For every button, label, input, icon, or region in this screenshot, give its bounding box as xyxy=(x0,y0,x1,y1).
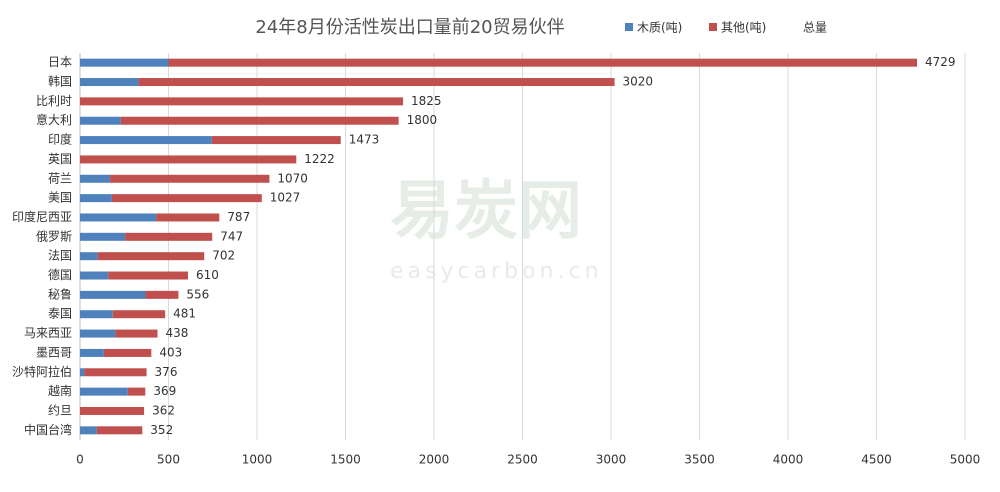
bar-segment xyxy=(80,116,121,125)
y-tick-label: 印度 xyxy=(48,132,72,147)
legend-label: 木质(吨) xyxy=(637,21,682,35)
x-tick-label: 2500 xyxy=(507,453,538,467)
total-label: 3020 xyxy=(623,75,654,89)
bar-segment xyxy=(80,78,139,87)
total-label: 438 xyxy=(166,326,189,340)
bar-segment xyxy=(112,310,166,319)
bar-segment xyxy=(168,58,918,67)
bar-segment xyxy=(80,213,157,222)
bar-segment xyxy=(80,406,145,415)
y-tick-label: 美国 xyxy=(48,191,72,205)
bar-segment xyxy=(80,426,97,435)
bar-segment xyxy=(96,426,143,435)
y-tick-label: 意大利 xyxy=(36,112,72,127)
x-tick-label: 1500 xyxy=(330,453,361,467)
total-label: 1027 xyxy=(270,191,301,205)
bar-segment xyxy=(80,232,126,241)
bar-segment xyxy=(120,116,399,125)
total-label: 4729 xyxy=(925,55,956,69)
bar-segment xyxy=(80,252,98,261)
legend-swatch xyxy=(709,23,717,31)
bar-segment xyxy=(108,271,188,280)
bar-segment xyxy=(97,252,205,261)
watermark-sub: easycarbon.cn xyxy=(390,259,603,284)
y-tick-label: 俄罗斯 xyxy=(36,229,72,243)
bar-segment xyxy=(80,136,212,145)
bar-segment xyxy=(80,194,112,203)
bar-segment xyxy=(127,387,146,396)
bar-segment xyxy=(80,310,113,319)
x-tick-label: 1000 xyxy=(242,453,273,467)
bar-segment xyxy=(80,368,85,377)
y-tick-label: 法国 xyxy=(48,249,72,263)
y-tick-label: 日本 xyxy=(48,55,72,69)
bar-segment xyxy=(80,329,116,338)
total-label: 702 xyxy=(212,249,235,263)
bar-segment xyxy=(110,174,270,183)
bar-segment xyxy=(125,232,213,241)
total-label: 369 xyxy=(153,384,176,398)
bar-segment xyxy=(156,213,220,222)
bar-segment xyxy=(111,194,262,203)
bar-segment xyxy=(138,78,615,87)
bar-segment xyxy=(80,155,297,164)
bar-segment xyxy=(80,174,111,183)
y-tick-label: 英国 xyxy=(48,152,72,166)
y-tick-label: 越南 xyxy=(48,383,72,398)
legend-label: 其他(吨) xyxy=(721,21,766,35)
y-tick-label: 墨西哥 xyxy=(36,345,72,359)
legend-label: 总量 xyxy=(803,21,827,35)
total-label: 1825 xyxy=(411,94,442,108)
y-tick-label: 沙特阿拉伯 xyxy=(12,364,72,379)
bar-segment xyxy=(84,368,147,377)
x-tick-label: 4000 xyxy=(773,453,804,467)
total-label: 1222 xyxy=(304,152,335,166)
y-tick-label: 韩国 xyxy=(48,74,72,89)
total-label: 787 xyxy=(227,210,250,224)
total-label: 1070 xyxy=(277,171,308,185)
x-tick-label: 2000 xyxy=(419,453,450,467)
bar-segment xyxy=(80,97,404,106)
bar-segment xyxy=(80,58,169,67)
total-label: 747 xyxy=(220,229,243,243)
total-label: 481 xyxy=(173,307,196,321)
total-label: 362 xyxy=(152,403,175,417)
total-label: 610 xyxy=(196,268,219,282)
bar-segment xyxy=(80,290,146,299)
legend-swatch xyxy=(625,23,633,31)
y-tick-label: 马来西亚 xyxy=(24,326,72,340)
total-label: 1800 xyxy=(407,113,438,127)
x-tick-label: 4500 xyxy=(861,453,892,467)
x-tick-label: 500 xyxy=(157,453,180,467)
y-tick-label: 德国 xyxy=(48,267,72,282)
total-label: 556 xyxy=(186,287,209,301)
x-tick-label: 3500 xyxy=(684,453,715,467)
bar-segment xyxy=(80,271,109,280)
chart-title: 24年8月份活性炭出口量前20贸易伙伴 xyxy=(255,17,564,38)
bar-segment xyxy=(80,387,128,396)
total-label: 376 xyxy=(155,365,178,379)
x-tick-label: 5000 xyxy=(950,453,981,467)
bar-segment xyxy=(211,136,341,145)
y-tick-label: 约旦 xyxy=(48,402,72,417)
bar-segment xyxy=(115,329,158,338)
total-label: 1473 xyxy=(349,133,380,147)
bar-segment xyxy=(80,348,104,357)
y-tick-label: 泰国 xyxy=(48,307,72,321)
bar-segment xyxy=(145,290,179,299)
y-tick-label: 印度尼西亚 xyxy=(12,209,72,224)
x-tick-label: 3000 xyxy=(596,453,627,467)
y-tick-label: 秘鲁 xyxy=(48,287,72,301)
bar-segment xyxy=(103,348,152,357)
total-label: 403 xyxy=(159,345,182,359)
x-tick-label: 0 xyxy=(76,453,84,467)
total-label: 352 xyxy=(150,423,173,437)
y-tick-label: 中国台湾 xyxy=(24,422,72,437)
y-tick-label: 比利时 xyxy=(36,94,72,108)
watermark: 易炭网 xyxy=(390,175,582,249)
y-tick-label: 荷兰 xyxy=(48,171,72,185)
